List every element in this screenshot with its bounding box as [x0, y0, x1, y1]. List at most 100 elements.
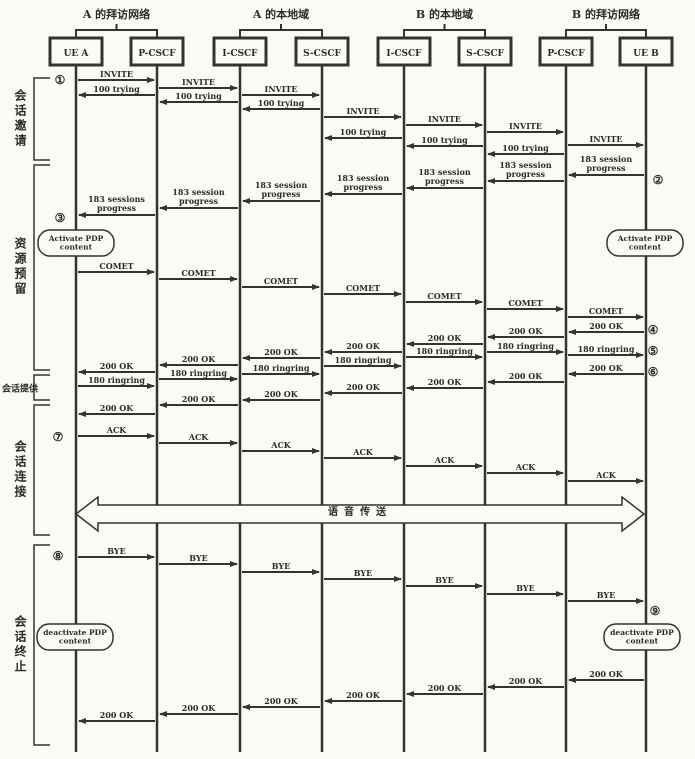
step-number: ⑥ — [648, 365, 659, 379]
message-label: COMET — [508, 298, 542, 308]
group-label: B 的拜访网络 — [572, 7, 640, 21]
entity-box — [538, 36, 594, 67]
message-label: 200 OK — [509, 676, 543, 686]
message-label: 200 OK — [100, 710, 134, 720]
pdp-context-note — [606, 229, 684, 257]
entity-box — [618, 36, 674, 67]
message-label: ACK — [595, 470, 617, 480]
step-number: ⑤ — [648, 344, 659, 358]
step-number: ⑧ — [53, 549, 64, 563]
message-label: 200 OK — [182, 394, 216, 404]
message-label: ACK — [352, 447, 374, 457]
step-number: ② — [653, 173, 664, 187]
pdp-context-note — [603, 623, 681, 651]
phase-bracket — [33, 77, 50, 161]
message-label: 200 OK — [182, 703, 216, 713]
pdp-context-note — [36, 623, 114, 651]
message-label: ACK — [270, 440, 292, 450]
message-label: 200 OK — [264, 696, 298, 706]
entity-label: UE B — [633, 49, 659, 59]
media-transfer-arrow — [74, 495, 646, 533]
media-transfer-label: 语音传送 — [328, 507, 392, 518]
pdp-note-label: deactivate PDP content — [610, 628, 674, 646]
phase-bracket — [33, 164, 50, 371]
message-label: INVITE — [589, 134, 622, 144]
message-label: BYE — [354, 568, 372, 578]
phase-bracket — [33, 404, 50, 536]
message-label: 180 ringring — [416, 346, 473, 356]
entity-label: P-CSCF — [138, 49, 176, 59]
group-bracket — [75, 24, 158, 38]
message-label: 183 session progress — [499, 160, 551, 179]
step-number: ③ — [55, 211, 66, 225]
phase-label-session-connection: 会话连接 — [13, 440, 27, 500]
message-label: BYE — [272, 561, 290, 571]
message-label: 200 OK — [589, 321, 623, 331]
message-label: 200 OK — [428, 333, 462, 343]
message-label: COMET — [181, 268, 215, 278]
message-label: 183 session progress — [580, 154, 632, 173]
pdp-note-label: deactivate PDP content — [43, 628, 107, 646]
message-label: 183 session progress — [337, 173, 389, 192]
entity-label: I-CSCF — [386, 49, 422, 59]
message-label: 100 trying — [340, 127, 387, 137]
pdp-note-label: Activate PDP content — [617, 234, 673, 252]
entity-box — [129, 36, 185, 67]
group-bracket — [239, 24, 323, 38]
message-label: 100 trying — [175, 91, 222, 101]
message-label: 200 OK — [346, 690, 380, 700]
message-label: 180 ringring — [578, 344, 635, 354]
message-label: 183 sessions progress — [88, 194, 145, 213]
phase-label-resource-reservation: 资源预留 — [13, 237, 27, 297]
entity-label: UE A — [64, 49, 90, 59]
message-label: 180 ringring — [335, 355, 392, 365]
message-label: COMET — [264, 276, 298, 286]
entity-label: S-CSCF — [303, 49, 341, 59]
message-label: 180 ringring — [88, 375, 145, 385]
pdp-context-note — [37, 229, 115, 257]
message-label: INVITE — [428, 114, 461, 124]
message-label: COMET — [427, 291, 461, 301]
step-number: ⑦ — [53, 430, 64, 444]
message-label: 200 OK — [264, 389, 298, 399]
entity-box — [376, 36, 432, 67]
group-bracket — [403, 24, 486, 38]
message-label: INVITE — [346, 106, 379, 116]
step-number: ① — [55, 73, 66, 87]
message-label: ACK — [188, 432, 210, 442]
message-label: INVITE — [100, 69, 133, 79]
message-label: COMET — [346, 283, 380, 293]
message-label: 200 OK — [264, 347, 298, 357]
group-label: A 的本地域 — [252, 7, 309, 21]
phase-label-session-offer: 会话提供 — [2, 384, 39, 395]
message-label: 183 session progress — [418, 167, 470, 186]
message-label: 100 trying — [93, 84, 140, 94]
message-label: 100 trying — [502, 143, 549, 153]
message-label: 100 trying — [421, 135, 468, 145]
message-label: COMET — [99, 261, 133, 271]
message-label: 180 ringring — [170, 368, 227, 378]
step-number: ④ — [648, 323, 659, 337]
message-label: ACK — [106, 425, 128, 435]
message-label: 200 OK — [509, 326, 543, 336]
message-label: 183 session progress — [172, 187, 224, 206]
message-label: INVITE — [264, 84, 297, 94]
entity-box — [212, 36, 268, 67]
message-label: 200 OK — [589, 363, 623, 373]
entity-label: S-CSCF — [466, 49, 504, 59]
entity-label: P-CSCF — [547, 49, 585, 59]
message-label: BYE — [597, 590, 615, 600]
message-label: 200 OK — [100, 403, 134, 413]
entity-box — [48, 36, 104, 67]
group-label: A 的拜访网络 — [82, 7, 150, 21]
phase-label-session-invitation: 会话邀请 — [13, 89, 27, 149]
message-label: 100 trying — [258, 98, 305, 108]
message-label: 200 OK — [509, 371, 543, 381]
message-label: 200 OK — [589, 669, 623, 679]
message-label: 180 ringring — [497, 341, 554, 351]
message-label: 183 session progress — [255, 180, 307, 199]
message-label: INVITE — [509, 121, 542, 131]
message-label: BYE — [189, 553, 207, 563]
group-bracket — [565, 24, 647, 38]
